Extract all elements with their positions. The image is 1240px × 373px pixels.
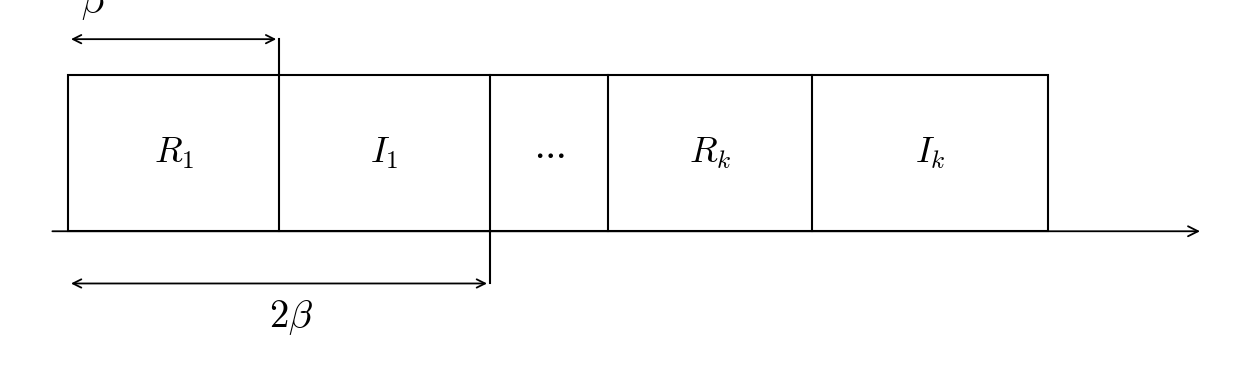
Text: $2\beta$: $2\beta$ — [269, 298, 314, 338]
Text: $I_k$: $I_k$ — [915, 135, 945, 170]
Bar — [68, 75, 1048, 231]
Text: $R_1$: $R_1$ — [154, 135, 193, 170]
Text: $I_1$: $I_1$ — [371, 135, 398, 170]
Text: $\cdots$: $\cdots$ — [533, 136, 564, 170]
Text: $R_k$: $R_k$ — [688, 135, 732, 170]
Text: $\beta$: $\beta$ — [81, 0, 105, 22]
